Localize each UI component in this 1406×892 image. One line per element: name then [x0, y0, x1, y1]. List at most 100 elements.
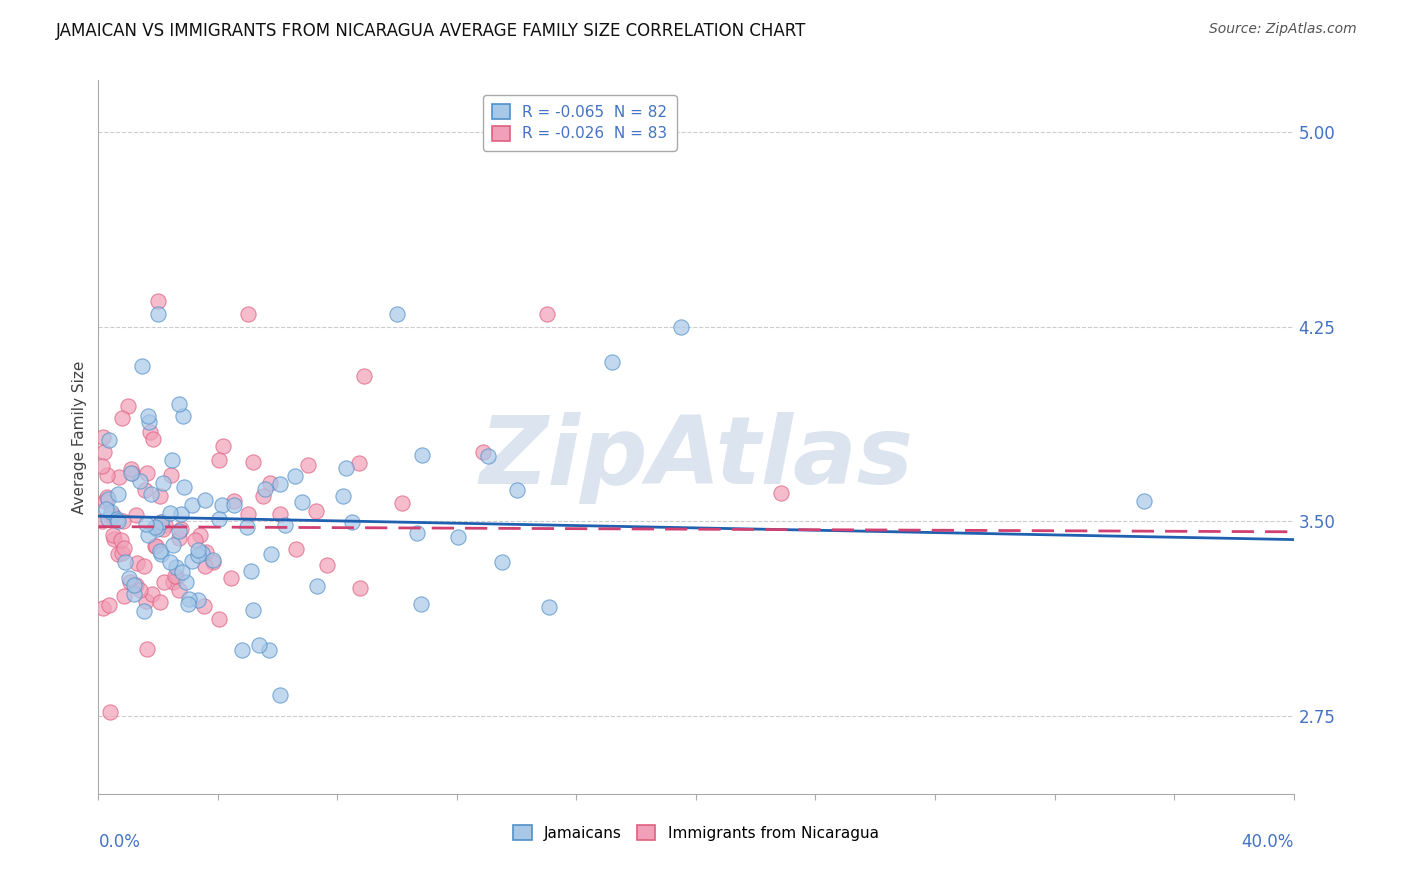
Jamaicans	[136, 409, 159, 423]
Immigrants from Nicaragua	[111, 546, 134, 560]
Immigrants from Nicaragua	[208, 452, 231, 467]
Jamaicans	[124, 578, 146, 592]
Immigrants from Nicaragua	[90, 458, 112, 473]
Immigrants from Nicaragua	[90, 515, 112, 529]
Jamaicans	[114, 555, 136, 569]
Jamaicans	[98, 433, 121, 447]
Immigrants from Nicaragua	[211, 439, 233, 453]
Immigrants from Nicaragua	[285, 541, 308, 556]
Legend: Jamaicans, Immigrants from Nicaragua: Jamaicans, Immigrants from Nicaragua	[508, 819, 884, 847]
Immigrants from Nicaragua	[166, 570, 188, 584]
Immigrants from Nicaragua	[167, 531, 190, 545]
Jamaicans	[236, 519, 259, 533]
Jamaicans	[169, 397, 191, 411]
Immigrants from Nicaragua	[96, 467, 118, 482]
Immigrants from Nicaragua	[132, 559, 155, 574]
Immigrants from Nicaragua	[145, 539, 167, 553]
Immigrants from Nicaragua	[236, 307, 259, 321]
Jamaicans	[162, 538, 184, 552]
Immigrants from Nicaragua	[111, 410, 134, 425]
Immigrants from Nicaragua	[100, 510, 122, 524]
Jamaicans	[291, 495, 314, 509]
Jamaicans	[194, 492, 217, 507]
Jamaicans	[118, 570, 141, 584]
Jamaicans	[340, 515, 363, 529]
Immigrants from Nicaragua	[125, 556, 148, 570]
Jamaicans	[122, 587, 145, 601]
Jamaicans	[170, 565, 193, 579]
Immigrants from Nicaragua	[93, 445, 115, 459]
Immigrants from Nicaragua	[117, 400, 139, 414]
Immigrants from Nicaragua	[155, 517, 177, 532]
Jamaicans	[135, 517, 157, 532]
Jamaicans	[284, 468, 307, 483]
Jamaicans	[187, 549, 209, 563]
Immigrants from Nicaragua	[98, 706, 121, 720]
Immigrants from Nicaragua	[100, 508, 122, 523]
Jamaicans	[159, 555, 181, 569]
Immigrants from Nicaragua	[149, 594, 172, 608]
Jamaicans	[411, 448, 433, 462]
Immigrants from Nicaragua	[149, 489, 172, 503]
Immigrants from Nicaragua	[101, 508, 124, 523]
Jamaicans	[173, 480, 195, 494]
Jamaicans	[1133, 493, 1156, 508]
Text: 40.0%: 40.0%	[1241, 833, 1294, 851]
Jamaicans	[131, 359, 153, 374]
Immigrants from Nicaragua	[103, 528, 125, 542]
Text: JAMAICAN VS IMMIGRANTS FROM NICARAGUA AVERAGE FAMILY SIZE CORRELATION CHART: JAMAICAN VS IMMIGRANTS FROM NICARAGUA AV…	[56, 22, 807, 40]
Jamaicans	[269, 689, 291, 703]
Jamaicans	[94, 502, 117, 516]
Immigrants from Nicaragua	[145, 539, 167, 553]
Jamaicans	[409, 597, 432, 611]
Jamaicans	[143, 520, 166, 534]
Immigrants from Nicaragua	[236, 508, 259, 522]
Jamaicans	[447, 530, 470, 544]
Jamaicans	[160, 453, 183, 467]
Immigrants from Nicaragua	[167, 583, 190, 598]
Immigrants from Nicaragua	[259, 475, 281, 490]
Immigrants from Nicaragua	[96, 490, 118, 504]
Jamaicans	[134, 604, 156, 618]
Jamaicans	[97, 512, 120, 526]
Jamaicans	[335, 460, 357, 475]
Immigrants from Nicaragua	[471, 444, 494, 458]
Jamaicans	[172, 409, 194, 423]
Jamaicans	[187, 593, 209, 607]
Immigrants from Nicaragua	[195, 545, 218, 559]
Immigrants from Nicaragua	[152, 522, 174, 536]
Immigrants from Nicaragua	[162, 575, 184, 590]
Immigrants from Nicaragua	[349, 456, 371, 470]
Immigrants from Nicaragua	[224, 494, 246, 508]
Jamaicans	[191, 546, 214, 560]
Jamaicans	[385, 307, 409, 321]
Immigrants from Nicaragua	[107, 547, 129, 561]
Immigrants from Nicaragua	[770, 485, 793, 500]
Immigrants from Nicaragua	[93, 494, 115, 508]
Jamaicans	[146, 522, 169, 536]
Jamaicans	[149, 515, 172, 529]
Immigrants from Nicaragua	[165, 569, 187, 583]
Jamaicans	[152, 476, 174, 491]
Immigrants from Nicaragua	[316, 558, 339, 573]
Immigrants from Nicaragua	[98, 599, 121, 613]
Immigrants from Nicaragua	[353, 368, 375, 383]
Immigrants from Nicaragua	[242, 455, 264, 469]
Immigrants from Nicaragua	[208, 612, 231, 626]
Immigrants from Nicaragua	[297, 458, 319, 473]
Immigrants from Nicaragua	[124, 578, 146, 592]
Text: Source: ZipAtlas.com: Source: ZipAtlas.com	[1209, 22, 1357, 37]
Jamaicans	[179, 591, 201, 606]
Jamaicans	[107, 487, 129, 501]
Immigrants from Nicaragua	[193, 599, 215, 613]
Immigrants from Nicaragua	[170, 522, 193, 536]
Jamaicans	[253, 482, 276, 496]
Immigrants from Nicaragua	[91, 430, 114, 444]
Jamaicans	[242, 603, 264, 617]
Jamaicans	[150, 547, 173, 561]
Y-axis label: Average Family Size: Average Family Size	[72, 360, 87, 514]
Immigrants from Nicaragua	[305, 503, 328, 517]
Immigrants from Nicaragua	[201, 555, 224, 569]
Immigrants from Nicaragua	[112, 514, 135, 528]
Jamaicans	[406, 526, 429, 541]
